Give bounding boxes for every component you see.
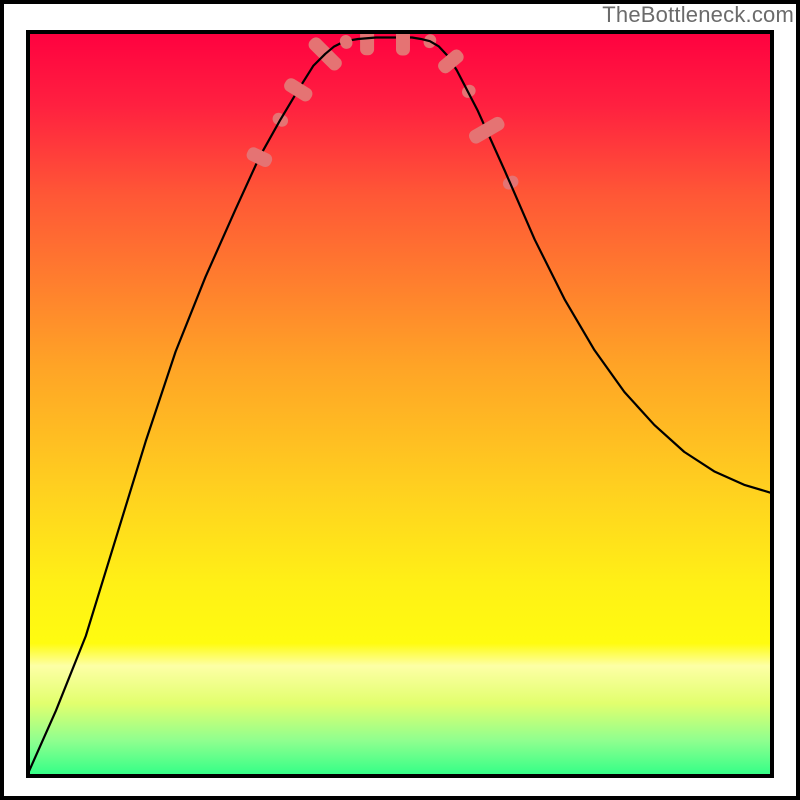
outer-border — [0, 0, 800, 800]
